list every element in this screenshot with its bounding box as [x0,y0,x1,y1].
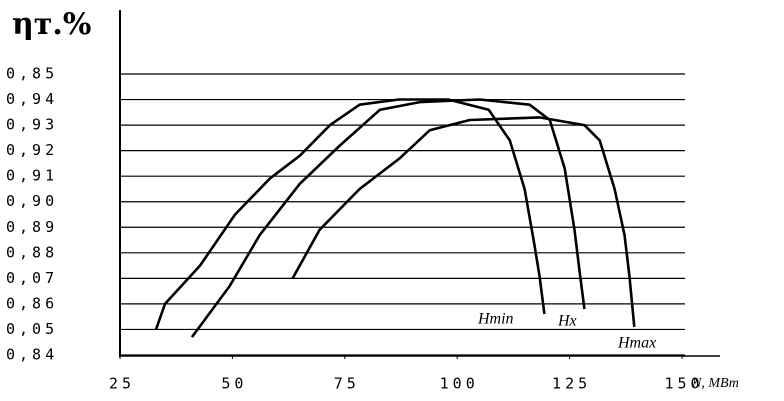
y-tick-label: 0,84 [6,346,58,364]
y-tick-label: 0,07 [6,269,58,287]
x-tick-label: 50 [221,375,247,393]
x-tick-label: 150 [664,375,703,393]
x-tick-label: 25 [109,375,135,393]
y-tick-label: 0,86 [6,294,58,312]
x-tick-label: 125 [552,375,591,393]
y-axis-label: ηт.% [12,7,91,42]
y-tick-label: 0,92 [6,141,58,159]
x-tick-label: 75 [334,375,360,393]
y-tick-label: 0,91 [6,167,58,185]
y-tick-label: 0,85 [6,65,58,83]
curve-label: Hmin [477,311,514,328]
x-tick-label: 100 [440,375,479,393]
curve [190,98,586,338]
curve [291,116,636,328]
y-tick-label: 0,89 [6,218,58,236]
y-tick-label: 0,94 [6,90,58,108]
curve-label: Hx [557,313,577,330]
x-axis-label: N, МВт [691,376,739,391]
y-tick-label: 0,90 [6,192,58,210]
y-tick-label: 0,05 [6,320,58,338]
curve-label: Hmax [617,335,656,352]
curve [154,98,546,330]
y-tick-label: 0,93 [6,116,58,134]
y-tick-label: 0,88 [6,243,58,261]
